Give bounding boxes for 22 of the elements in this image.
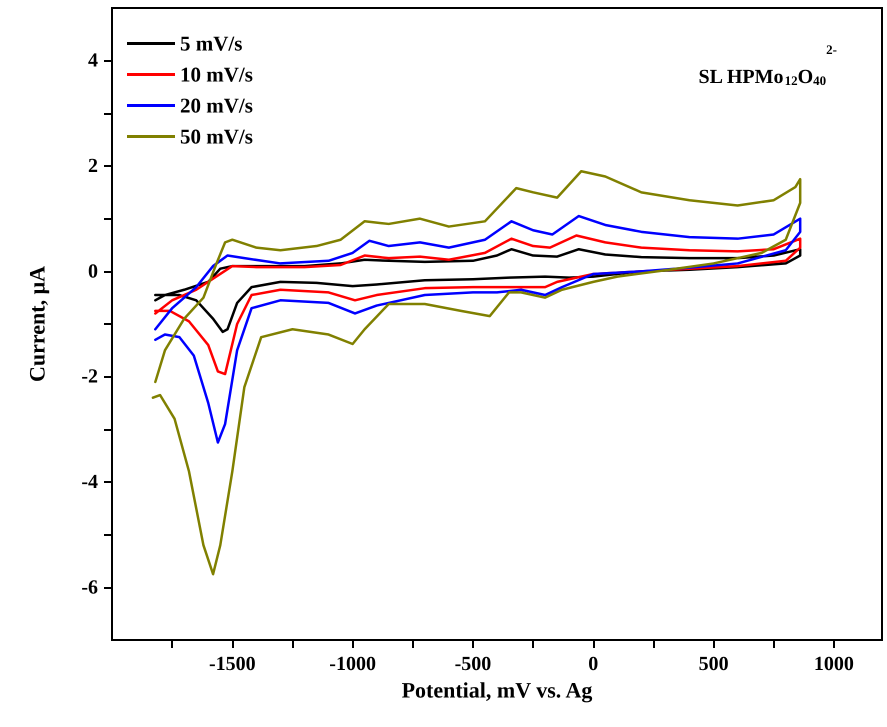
y-tick-label: -2 [81,366,98,388]
x-tick-label: 0 [588,653,598,675]
x-tick-label: 1000 [814,653,854,675]
legend-label: 50 mV/s [180,124,253,148]
x-tick-label: 500 [698,653,729,675]
x-tick-label: -1000 [329,653,376,675]
x-tick-label: -1500 [208,653,256,675]
line-series [154,214,802,444]
y-tick-label: 2 [88,155,98,177]
y-tick-label: -4 [81,471,98,493]
legend-label: 10 mV/s [180,62,253,86]
y-tick-label: -6 [81,576,98,598]
line-series [152,170,802,576]
legend-label: 20 mV/s [180,94,253,118]
legend-label: 5 mV/s [180,32,242,56]
x-axis-title: Potential, mV vs. Ag [402,677,592,702]
y-tick-label: 0 [88,260,98,282]
x-tick-label: -500 [454,653,492,675]
y-axis-title: Current, μA [24,266,50,382]
line-series [154,234,802,376]
y-tick-label: 4 [88,50,98,72]
text: SL HPMo12O402- [698,42,838,88]
